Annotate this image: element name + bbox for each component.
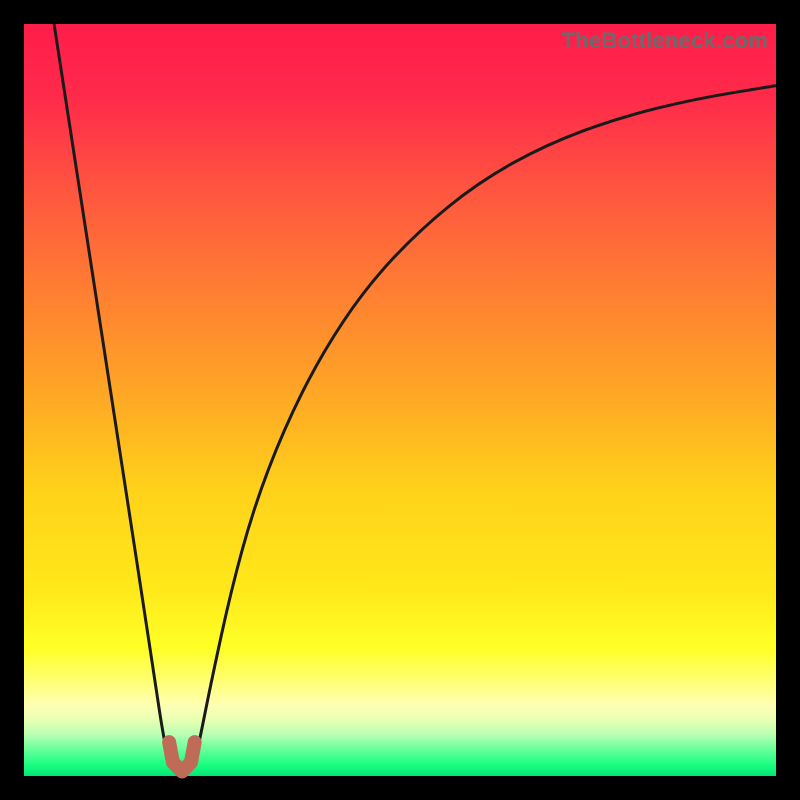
plot-area <box>24 24 776 776</box>
source-label: TheBottleneck.com <box>562 28 768 54</box>
curve-right-branch <box>195 86 776 763</box>
curve-layer <box>24 24 776 776</box>
dip-marker <box>169 742 195 771</box>
chart-frame: TheBottleneck.com <box>0 0 800 800</box>
curve-left-branch <box>54 24 169 762</box>
